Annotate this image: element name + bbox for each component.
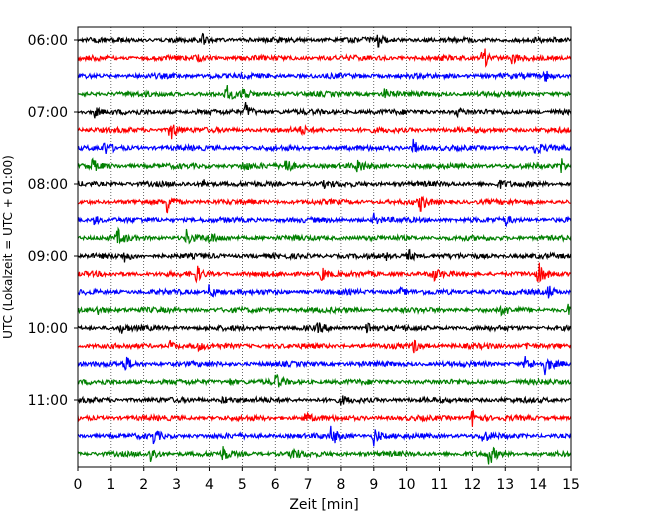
x-tick-label: 1 (106, 477, 115, 493)
trace-line (77, 32, 572, 48)
trace-line (77, 157, 572, 173)
trace-line (77, 425, 572, 447)
trace-line (77, 339, 572, 354)
y-tick-label: 09:00 (28, 249, 68, 265)
x-axis: 0 1 2 3 4 5 6 7 8 9 10 11 12 13 14 15 (74, 467, 580, 493)
x-tick-label: 4 (205, 477, 214, 493)
x-tick-label: 2 (139, 477, 148, 493)
trace-line (77, 212, 572, 228)
y-tick-label: 10:00 (28, 321, 68, 337)
x-tick-label: 13 (496, 477, 514, 493)
x-tick-label: 7 (304, 477, 313, 493)
x-tick-label: 6 (271, 477, 280, 493)
trace-line (77, 248, 572, 263)
x-tick-label: 14 (529, 477, 547, 493)
x-axis-title: Zeit [min] (289, 497, 358, 513)
y-tick-label: 06:00 (28, 33, 68, 49)
trace-line (77, 124, 572, 140)
trace-line (77, 84, 572, 100)
plot-frame (77, 26, 572, 468)
trace-line (77, 262, 572, 284)
y-axis-title: UTC (Lokalzeit = UTC + 01:00) (1, 155, 15, 339)
x-tick-label: 9 (369, 477, 378, 493)
x-tick-label: 10 (398, 477, 416, 493)
y-tick-label: 07:00 (28, 105, 68, 121)
trace-line (77, 179, 572, 189)
x-tick-label: 11 (431, 477, 449, 493)
x-tick-label: 15 (562, 477, 580, 493)
x-tick-label: 5 (238, 477, 247, 493)
x-tick-label: 8 (336, 477, 345, 493)
x-tick-label: 0 (74, 477, 83, 493)
trace-line (77, 101, 572, 119)
trace-line (77, 226, 572, 245)
trace-line (77, 284, 572, 299)
trace-line (77, 355, 572, 376)
trace-line (77, 446, 572, 465)
x-tick-label: 12 (463, 477, 481, 493)
traces (77, 32, 572, 465)
trace-line (77, 70, 572, 82)
x-tick-label: 3 (172, 477, 181, 493)
trace-line (77, 195, 572, 214)
grid-lines (110, 27, 539, 467)
trace-line (77, 138, 572, 155)
trace-line (77, 303, 572, 317)
trace-line (77, 48, 572, 68)
trace-line (77, 322, 572, 334)
y-axis: 06:00 07:00 08:00 09:00 10:00 11:00 (28, 33, 78, 409)
y-tick-label: 08:00 (28, 177, 68, 193)
trace-line (77, 409, 572, 427)
y-tick-label: 11:00 (28, 393, 68, 409)
trace-line (77, 395, 572, 406)
trace-line (77, 374, 572, 388)
